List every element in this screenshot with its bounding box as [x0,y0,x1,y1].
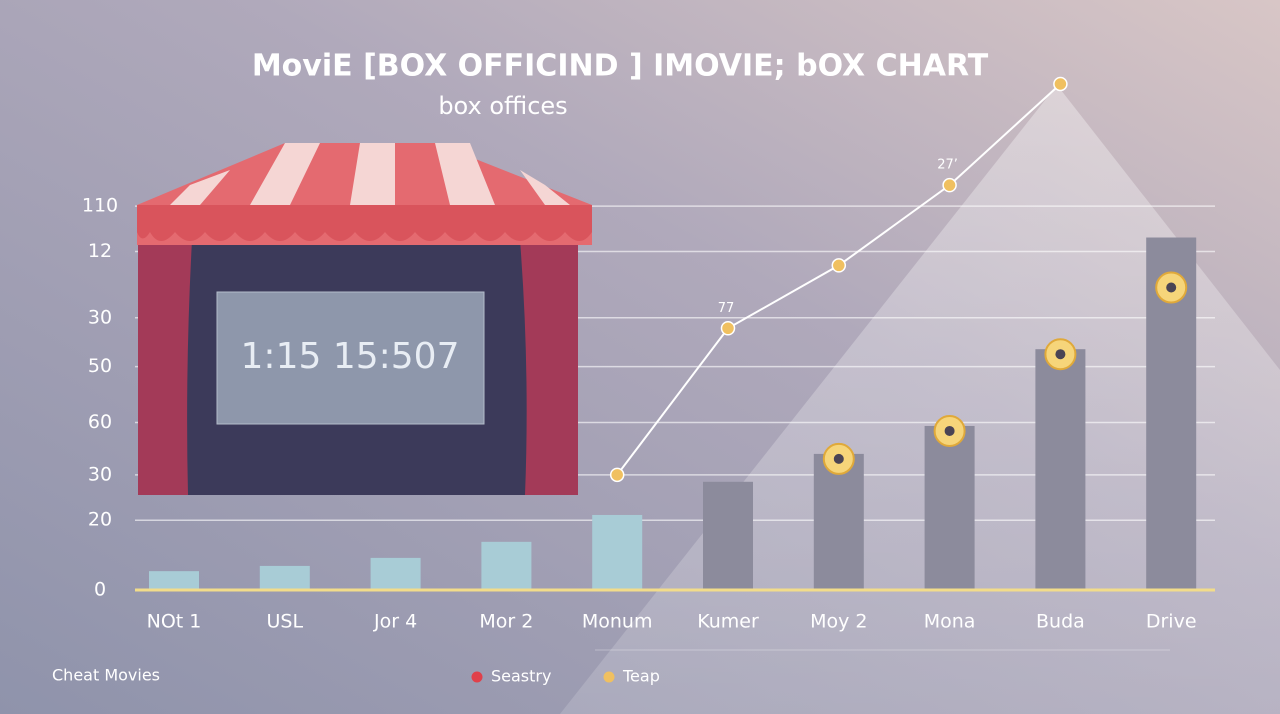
awning-stripe [170,143,570,205]
bar [259,565,310,590]
footer: Cheat Movies [52,666,160,685]
x-tick-label: Mor 2 [479,611,533,633]
curtain [520,240,578,495]
bar [149,571,199,590]
x-tick-label: Kumer [697,611,759,633]
x-tick-label: Jor 4 [373,611,417,633]
line-point [831,258,847,273]
theater: 1:15 15:507 [137,143,592,495]
line-point [942,177,957,193]
x-tick-label: Monum [582,611,653,633]
y-tick-label: 30 [88,306,112,328]
awning-valance [137,205,592,241]
x-tick-label: Mona [924,611,976,633]
icon [944,425,955,436]
bar [370,557,421,590]
line-point [609,467,625,483]
y-tick-label: 60 [88,411,112,433]
bar [592,514,643,590]
y-tick-label: 12 [88,240,112,262]
curtain [138,240,192,495]
y-tick-label: 50 [88,355,112,377]
bar [1035,349,1086,590]
legend-label: Seastry [491,667,551,686]
icon [833,453,844,464]
y-tick-label: 30 [88,463,112,485]
chart-title: MoviE [BOX OFFICIND ] IMOVIE; bOX CHART [252,49,989,84]
bar [924,425,975,590]
annotation: 77 [718,301,735,316]
bar [813,453,864,590]
y-tick-label: 110 [82,195,118,217]
x-tick-label: Moy 2 [810,611,867,633]
x-tick-label: Drive [1146,611,1197,633]
chart-subtitle: box offices [438,92,567,120]
legend-swatch [471,671,483,683]
screen-text: 1:15 15:507 [241,336,460,377]
x-tick-label: NOt 1 [147,611,202,633]
icon [1166,282,1177,293]
y-tick-label: 20 [88,509,112,531]
plot: 0 20 30 60 50 30 12 110 NOt 1 USL Jor 4 Mor 2 Monum K… [82,76,1215,633]
line-point [720,321,736,336]
x-tick-label: USL [267,611,304,633]
line-point [1053,76,1068,92]
legend-label: Teap [622,667,660,686]
screen [216,291,485,425]
annotation: 27’ [937,158,958,173]
legend-swatch [603,671,615,683]
bar [481,541,532,590]
x-tick-label: Buda [1036,611,1085,633]
icon [1055,349,1066,360]
bar [703,481,753,590]
y-tick-label: 0 [94,579,106,601]
